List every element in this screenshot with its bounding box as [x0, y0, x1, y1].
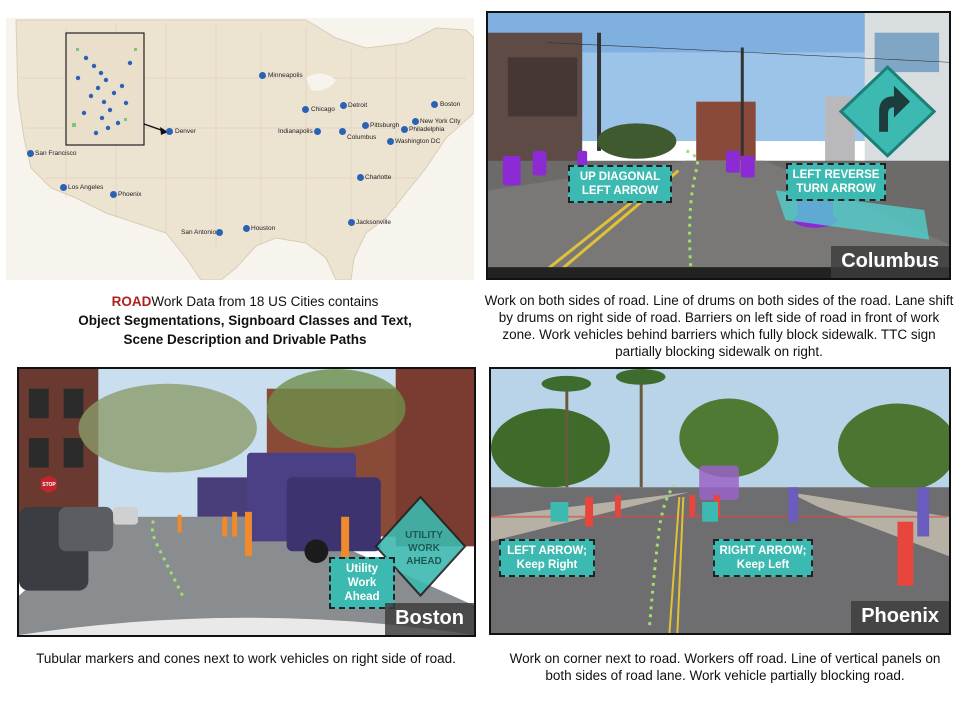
city-dot-houston [243, 225, 250, 232]
boston-scene [19, 369, 474, 635]
city-dot-denver [166, 128, 173, 135]
city-label-houston: Houston [251, 225, 276, 232]
city-label-detroit: Detroit [348, 102, 368, 109]
phoenix-city-tag: Phoenix [851, 601, 949, 633]
city-dot-jacksonville [348, 219, 355, 226]
boston-photo: STOP UTILITY WORK AHEAD Utility Work Ahe… [17, 367, 476, 637]
city-label-chicago: Chicago [311, 106, 335, 113]
city-dot-san-antonio [216, 229, 223, 236]
city-dot-pittsburgh [362, 122, 369, 129]
title-line-3: Scene Description and Drivable Paths [123, 332, 367, 347]
stop-sign-text: STOP [42, 482, 56, 488]
us-map-panel: Minneapolis Chicago Detroit Boston New Y… [6, 18, 474, 280]
city-dot-columbus [339, 128, 346, 135]
city-label-denver: Denver [175, 128, 196, 135]
city-dot-chicago [302, 106, 309, 113]
city-dot-san-francisco [27, 150, 34, 157]
city-dot-philadelphia [401, 126, 408, 133]
city-dot-detroit [340, 102, 347, 109]
title-line-2: Object Segmentations, Signboard Classes … [78, 313, 412, 328]
city-label-charlotte: Charlotte [365, 174, 392, 181]
city-label-new-york-city: New York City [420, 118, 461, 125]
city-label-minneapolis: Minneapolis [268, 72, 303, 79]
city-label-san-antonio: San Antonio [181, 229, 217, 236]
city-label-boston: Boston [440, 101, 461, 108]
city-dot-indianapolis [314, 128, 321, 135]
boston-city-tag: Boston [385, 603, 474, 635]
phoenix-scene [491, 369, 949, 633]
city-label-los-angeles: Los Angeles [68, 184, 104, 191]
city-dot-los-angeles [60, 184, 67, 191]
title-line-1: Work Data from 18 US Cities contains [151, 294, 379, 309]
columbus-scene [488, 13, 949, 278]
boston-diamond-sign-text: UTILITY WORK AHEAD [405, 530, 443, 567]
us-map-graphic [6, 18, 474, 280]
phoenix-caption: Work on corner next to road. Workers off… [509, 651, 941, 683]
columbus-callout-left: UP DIAGONAL LEFT ARROW [568, 165, 672, 203]
columbus-callout-right: LEFT REVERSE TURN ARROW [786, 163, 886, 201]
boston-callout: Utility Work Ahead [329, 557, 395, 609]
boston-caption: Tubular markers and cones next to work v… [36, 651, 456, 666]
city-dot-phoenix [110, 191, 117, 198]
phoenix-callout-right: RIGHT ARROW; Keep Left [713, 539, 813, 577]
city-label-columbus: Columbus [347, 134, 377, 141]
city-label-jacksonville: Jacksonville [356, 219, 392, 226]
phoenix-callout-left: LEFT ARROW; Keep Right [499, 539, 595, 577]
city-label-washington-dc: Washington DC [395, 138, 441, 145]
city-dot-washington-dc [387, 138, 394, 145]
columbus-photo: UP DIAGONAL LEFT ARROW LEFT REVERSE TURN… [486, 11, 951, 280]
phoenix-photo: LEFT ARROW; Keep Right RIGHT ARROW; Keep… [489, 367, 951, 635]
city-dot-boston [431, 101, 438, 108]
city-label-philadelphia: Philadelphia [409, 126, 445, 133]
city-dot-charlotte [357, 174, 364, 181]
road-highlight: ROAD [111, 294, 152, 309]
city-label-san-francisco: San Francisco [35, 150, 77, 157]
dataset-description: ROADWork Data from 18 US Cities contains… [60, 292, 430, 349]
columbus-city-tag: Columbus [831, 246, 949, 278]
columbus-caption: Work on both sides of road. Line of drum… [484, 293, 954, 359]
city-label-phoenix: Phoenix [118, 191, 142, 198]
city-label-pittsburgh: Pittsburgh [370, 122, 400, 129]
city-label-indianapolis: Indianapolis [278, 128, 313, 135]
city-dot-minneapolis [259, 72, 266, 79]
city-dot-new-york-city [412, 118, 419, 125]
